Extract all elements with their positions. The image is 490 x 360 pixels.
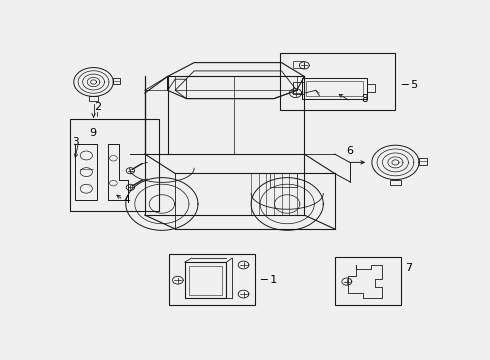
Bar — [75, 144, 98, 200]
Text: 2: 2 — [94, 102, 101, 112]
Bar — [189, 266, 222, 295]
Bar — [367, 84, 374, 93]
Bar — [280, 53, 395, 110]
Bar — [113, 78, 120, 84]
Bar — [390, 180, 401, 185]
Text: ─ 5: ─ 5 — [401, 80, 418, 90]
Bar — [335, 257, 401, 305]
Text: 9: 9 — [89, 128, 96, 138]
Bar — [89, 96, 98, 101]
Bar — [306, 81, 363, 96]
Text: 8: 8 — [361, 94, 368, 104]
Text: 6: 6 — [346, 146, 353, 156]
Bar — [293, 61, 304, 68]
Text: 3: 3 — [72, 136, 78, 147]
Text: ─ 1: ─ 1 — [260, 275, 277, 285]
Text: 7: 7 — [405, 263, 412, 273]
Bar — [302, 78, 367, 99]
Text: 4: 4 — [124, 195, 130, 205]
Bar — [419, 158, 427, 165]
Bar — [293, 82, 304, 94]
Bar — [70, 120, 159, 211]
Bar — [170, 254, 255, 305]
Bar — [185, 262, 226, 298]
